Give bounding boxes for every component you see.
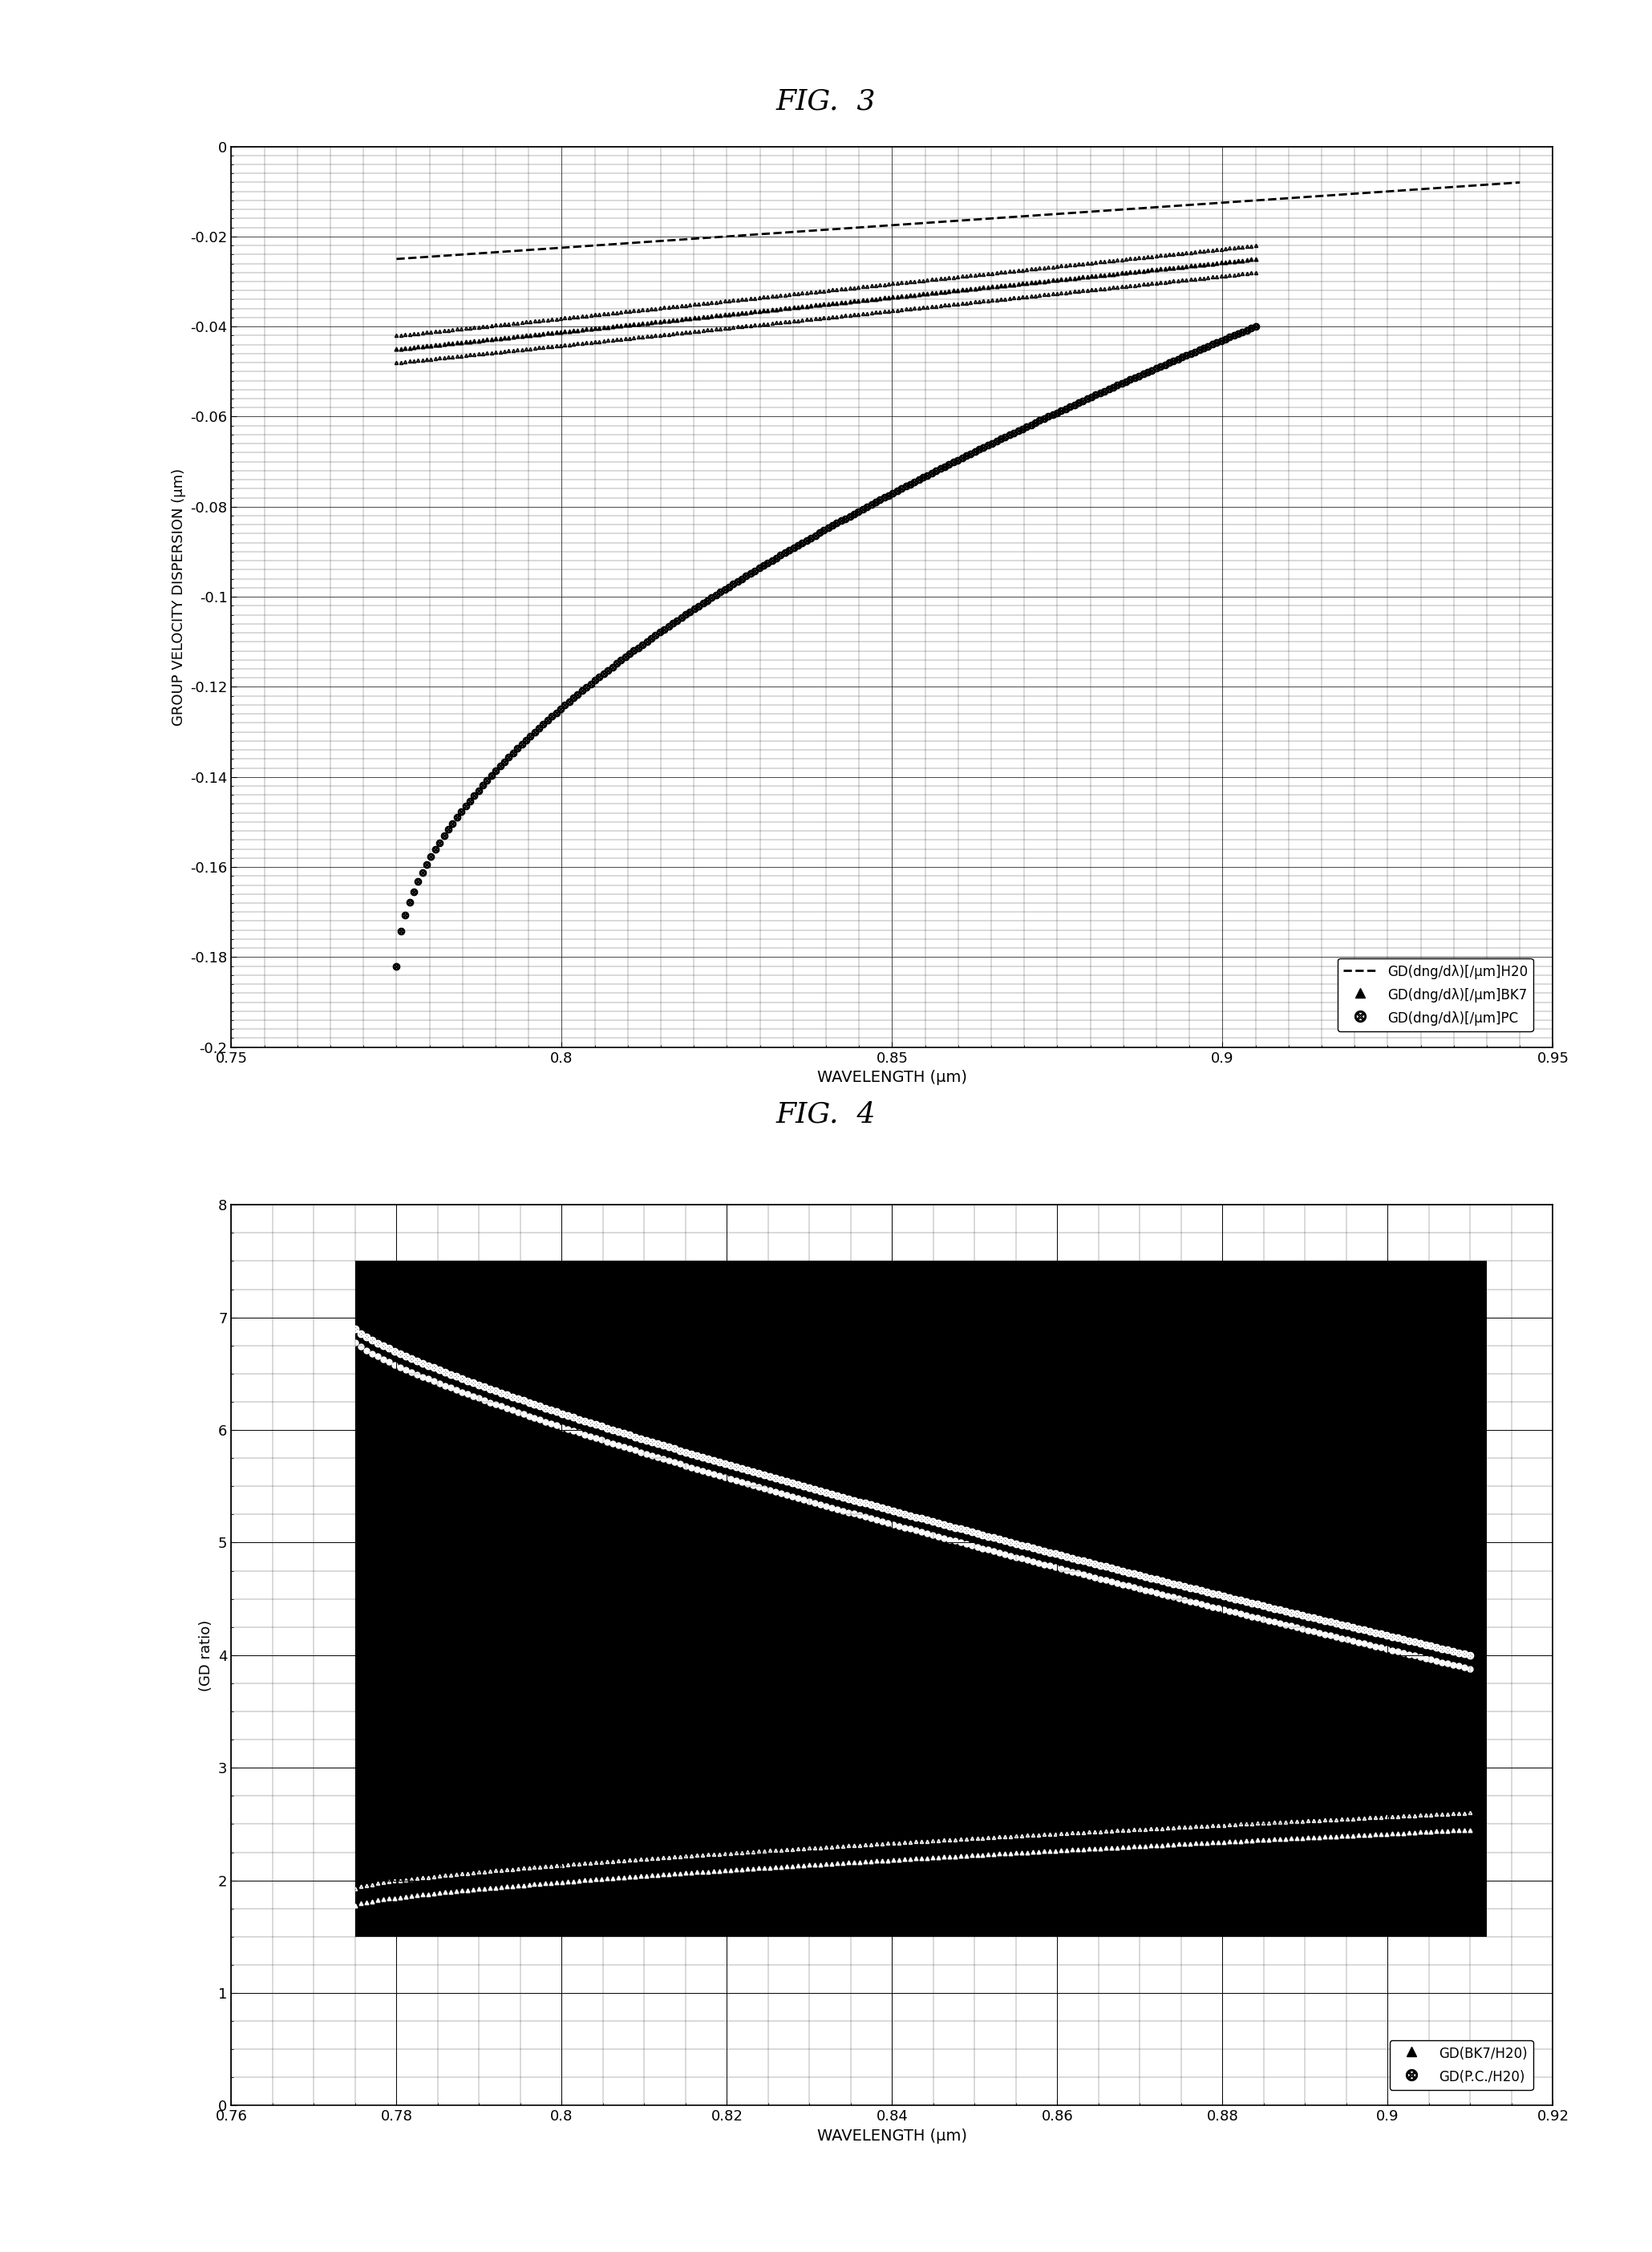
GD(BK7/H20) [1460,1815,1480,1842]
GD(dng/dλ)[/μm]BK7 [438,331,458,358]
GD(P.C./H20) [390,1340,410,1367]
Line: GD(BK7/H20): GD(BK7/H20) [354,1829,1472,1907]
GD(dng/dλ)[/μm]BK7 [421,331,441,358]
GD(dng/dλ)[/μm]PC [547,698,567,725]
Line: GD(dng/dλ)[/μm]BK7: GD(dng/dλ)[/μm]BK7 [395,257,1257,351]
GD(BK7/H20) [643,1862,662,1889]
GD(dng/dλ)[/μm]PC [1203,331,1222,358]
Legend: GD(BK7/H20), GD(P.C./H20): GD(BK7/H20), GD(P.C./H20) [1389,2040,1533,2090]
Bar [355,1261,1487,1937]
X-axis label: WAVELENGTH (μm): WAVELENGTH (μm) [818,1070,966,1085]
Y-axis label: GROUP VELOCITY DISPERSION (μm): GROUP VELOCITY DISPERSION (μm) [172,468,185,725]
GD(BK7/H20) [413,1880,433,1907]
GD(P.C./H20) [1404,1628,1424,1655]
GD(dng/dλ)[/μm]H20 [1333,180,1353,207]
GD(P.C./H20) [345,1315,365,1342]
GD(P.C./H20) [1365,1619,1384,1646]
GD(dng/dλ)[/μm]BK7 [615,311,634,338]
GD(BK7/H20) [345,1892,365,1919]
X-axis label: WAVELENGTH (μm): WAVELENGTH (μm) [818,2128,966,2144]
GD(P.C./H20) [553,1401,573,1428]
GD(dng/dλ)[/μm]BK7 [387,336,406,363]
GD(dng/dλ)[/μm]H20 [1052,200,1072,227]
GD(dng/dλ)[/μm]H20 [387,245,406,272]
GD(P.C./H20) [643,1428,662,1455]
GD(dng/dλ)[/μm]BK7 [547,320,567,347]
GD(dng/dλ)[/μm]PC [438,815,458,842]
GD(dng/dλ)[/μm]H20 [1074,198,1094,225]
GD(dng/dλ)[/μm]PC [615,644,634,671]
Line: GD(P.C./H20): GD(P.C./H20) [352,1326,1474,1657]
GD(dng/dλ)[/μm]BK7 [1203,250,1222,277]
GD(dng/dλ)[/μm]H20 [390,245,410,272]
Line: GD(dng/dλ)[/μm]PC: GD(dng/dλ)[/μm]PC [393,324,1259,968]
GD(dng/dλ)[/μm]H20 [1056,200,1075,227]
GD(BK7/H20) [1404,1820,1424,1847]
GD(dng/dλ)[/μm]PC [1173,345,1193,372]
GD(dng/dλ)[/μm]PC [1246,313,1265,340]
Text: FIG.  3: FIG. 3 [776,88,876,115]
GD(P.C./H20) [1460,1642,1480,1669]
GD(P.C./H20) [413,1349,433,1376]
GD(BK7/H20) [553,1869,573,1896]
GD(BK7/H20) [390,1883,410,1910]
GD(dng/dλ)[/μm]PC [421,844,441,872]
GD(dng/dλ)[/μm]BK7 [1173,252,1193,279]
Y-axis label: (GD ratio): (GD ratio) [200,1619,213,1691]
GD(dng/dλ)[/μm]H20 [1510,169,1530,196]
GD(dng/dλ)[/μm]BK7 [1246,245,1265,272]
GD(dng/dλ)[/μm]PC [387,953,406,980]
Legend: GD(dng/dλ)[/μm]H20, GD(dng/dλ)[/μm]BK7, GD(dng/dλ)[/μm]PC: GD(dng/dλ)[/μm]H20, GD(dng/dλ)[/μm]BK7, … [1338,959,1533,1031]
GD(dng/dλ)[/μm]H20 [1404,176,1424,203]
Line: GD(dng/dλ)[/μm]H20: GD(dng/dλ)[/μm]H20 [396,182,1520,259]
Text: FIG.  4: FIG. 4 [776,1101,876,1128]
GD(BK7/H20) [1365,1822,1384,1849]
